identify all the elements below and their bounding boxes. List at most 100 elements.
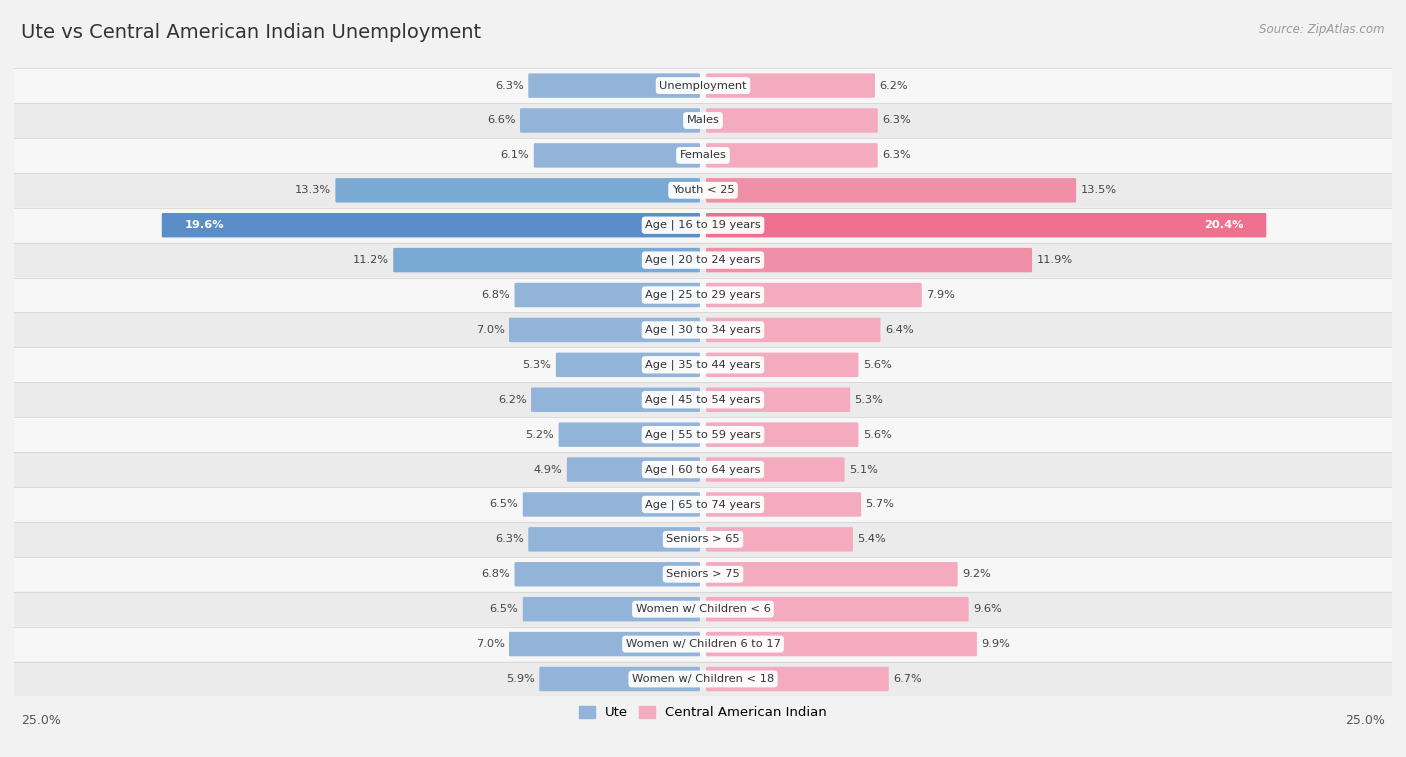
Text: 5.3%: 5.3%	[523, 360, 551, 370]
FancyBboxPatch shape	[14, 627, 1392, 662]
Text: Age | 60 to 64 years: Age | 60 to 64 years	[645, 464, 761, 475]
Text: Seniors > 65: Seniors > 65	[666, 534, 740, 544]
Text: 6.3%: 6.3%	[882, 151, 911, 160]
FancyBboxPatch shape	[14, 138, 1392, 173]
FancyBboxPatch shape	[509, 632, 700, 656]
Legend: Ute, Central American Indian: Ute, Central American Indian	[574, 700, 832, 724]
Text: 5.7%: 5.7%	[866, 500, 894, 509]
Text: 25.0%: 25.0%	[21, 714, 60, 727]
Text: 5.2%: 5.2%	[526, 430, 554, 440]
FancyBboxPatch shape	[706, 283, 922, 307]
FancyBboxPatch shape	[14, 347, 1392, 382]
Text: 6.3%: 6.3%	[495, 534, 524, 544]
Text: 5.3%: 5.3%	[855, 394, 883, 405]
FancyBboxPatch shape	[706, 562, 957, 587]
FancyBboxPatch shape	[706, 353, 859, 377]
Text: 19.6%: 19.6%	[186, 220, 225, 230]
FancyBboxPatch shape	[706, 143, 877, 167]
Text: 9.6%: 9.6%	[973, 604, 1002, 614]
FancyBboxPatch shape	[529, 527, 700, 552]
Text: Youth < 25: Youth < 25	[672, 185, 734, 195]
FancyBboxPatch shape	[14, 417, 1392, 452]
Text: 6.2%: 6.2%	[498, 394, 527, 405]
Text: Age | 55 to 59 years: Age | 55 to 59 years	[645, 429, 761, 440]
FancyBboxPatch shape	[14, 557, 1392, 592]
FancyBboxPatch shape	[14, 662, 1392, 696]
FancyBboxPatch shape	[515, 562, 700, 587]
FancyBboxPatch shape	[162, 213, 700, 238]
Text: 4.9%: 4.9%	[534, 465, 562, 475]
Text: 6.2%: 6.2%	[879, 80, 908, 91]
FancyBboxPatch shape	[706, 457, 845, 481]
FancyBboxPatch shape	[523, 597, 700, 621]
FancyBboxPatch shape	[14, 452, 1392, 487]
Text: 6.4%: 6.4%	[884, 325, 914, 335]
FancyBboxPatch shape	[14, 313, 1392, 347]
Text: 11.9%: 11.9%	[1036, 255, 1073, 265]
FancyBboxPatch shape	[555, 353, 700, 377]
FancyBboxPatch shape	[558, 422, 700, 447]
Text: 25.0%: 25.0%	[1346, 714, 1385, 727]
FancyBboxPatch shape	[14, 278, 1392, 313]
Text: 6.3%: 6.3%	[495, 80, 524, 91]
Text: Males: Males	[686, 116, 720, 126]
Text: Seniors > 75: Seniors > 75	[666, 569, 740, 579]
FancyBboxPatch shape	[706, 632, 977, 656]
FancyBboxPatch shape	[14, 103, 1392, 138]
FancyBboxPatch shape	[534, 143, 700, 167]
Text: 7.0%: 7.0%	[475, 325, 505, 335]
Text: 7.9%: 7.9%	[927, 290, 955, 300]
FancyBboxPatch shape	[14, 243, 1392, 278]
Text: 6.5%: 6.5%	[489, 604, 519, 614]
Text: Age | 65 to 74 years: Age | 65 to 74 years	[645, 499, 761, 509]
Text: 13.3%: 13.3%	[295, 185, 330, 195]
Text: 7.0%: 7.0%	[475, 639, 505, 649]
FancyBboxPatch shape	[567, 457, 700, 481]
Text: 6.3%: 6.3%	[882, 116, 911, 126]
FancyBboxPatch shape	[531, 388, 700, 412]
FancyBboxPatch shape	[706, 527, 853, 552]
Text: 6.5%: 6.5%	[489, 500, 519, 509]
Text: Source: ZipAtlas.com: Source: ZipAtlas.com	[1260, 23, 1385, 36]
FancyBboxPatch shape	[523, 492, 700, 517]
Text: Females: Females	[679, 151, 727, 160]
FancyBboxPatch shape	[520, 108, 700, 132]
Text: 9.2%: 9.2%	[962, 569, 991, 579]
FancyBboxPatch shape	[515, 283, 700, 307]
Text: 5.1%: 5.1%	[849, 465, 877, 475]
Text: Age | 25 to 29 years: Age | 25 to 29 years	[645, 290, 761, 301]
Text: 9.9%: 9.9%	[981, 639, 1010, 649]
FancyBboxPatch shape	[14, 207, 1392, 243]
FancyBboxPatch shape	[706, 178, 1076, 203]
FancyBboxPatch shape	[14, 592, 1392, 627]
Text: Women w/ Children < 18: Women w/ Children < 18	[631, 674, 775, 684]
FancyBboxPatch shape	[706, 248, 1032, 273]
Text: Ute vs Central American Indian Unemployment: Ute vs Central American Indian Unemploym…	[21, 23, 481, 42]
FancyBboxPatch shape	[706, 388, 851, 412]
FancyBboxPatch shape	[14, 68, 1392, 103]
FancyBboxPatch shape	[14, 487, 1392, 522]
Text: Age | 45 to 54 years: Age | 45 to 54 years	[645, 394, 761, 405]
FancyBboxPatch shape	[706, 492, 862, 517]
FancyBboxPatch shape	[706, 667, 889, 691]
Text: 6.8%: 6.8%	[481, 569, 510, 579]
Text: 5.9%: 5.9%	[506, 674, 534, 684]
Text: Age | 20 to 24 years: Age | 20 to 24 years	[645, 255, 761, 266]
FancyBboxPatch shape	[14, 382, 1392, 417]
Text: Unemployment: Unemployment	[659, 80, 747, 91]
Text: Age | 30 to 34 years: Age | 30 to 34 years	[645, 325, 761, 335]
Text: 20.4%: 20.4%	[1204, 220, 1243, 230]
Text: 5.6%: 5.6%	[863, 360, 891, 370]
FancyBboxPatch shape	[540, 667, 700, 691]
FancyBboxPatch shape	[706, 597, 969, 621]
FancyBboxPatch shape	[706, 73, 875, 98]
FancyBboxPatch shape	[14, 173, 1392, 207]
Text: Age | 16 to 19 years: Age | 16 to 19 years	[645, 220, 761, 230]
Text: Age | 35 to 44 years: Age | 35 to 44 years	[645, 360, 761, 370]
Text: 6.7%: 6.7%	[893, 674, 922, 684]
FancyBboxPatch shape	[706, 422, 859, 447]
FancyBboxPatch shape	[706, 108, 877, 132]
FancyBboxPatch shape	[706, 213, 1267, 238]
Text: 13.5%: 13.5%	[1081, 185, 1116, 195]
Text: 5.6%: 5.6%	[863, 430, 891, 440]
